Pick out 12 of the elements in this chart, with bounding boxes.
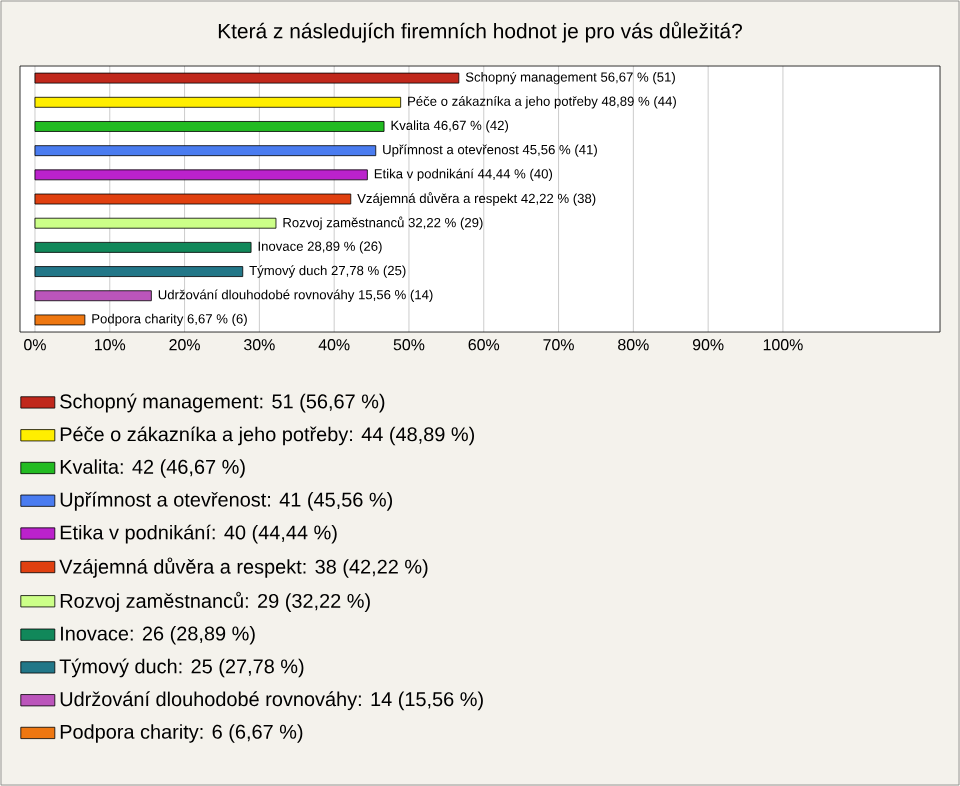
legend-label: Kvalita: 42 (46,67 %) bbox=[60, 459, 245, 478]
legend-label: Péče o zákazníka a jeho potřeby: 44 (48,89 %) bbox=[60, 426, 475, 446]
legend-label: Schopný management: 51 (56,67 %) bbox=[60, 393, 385, 413]
legend-label: Etika v podnikání: 40 (44,44 %) bbox=[60, 524, 337, 544]
legend-label: Týmový duch: 25 (27,78 %) bbox=[59, 658, 304, 678]
legend-label: Udržování dlouhodobé rovnováhy: 14 (15,56 %) bbox=[60, 691, 483, 711]
legend-label: Rozvoj zaměstnanců: 29 (32,22 %) bbox=[60, 591, 370, 612]
legend-label: Upřímnost a otevřenost: 41 (45,56 %) bbox=[60, 491, 393, 511]
chart-title: Která z následujích firemních hodnot je pro vás důležitá? bbox=[218, 21, 742, 43]
legend-label: Vzájemná důvěra a respekt: 38 (42,22 %) bbox=[59, 557, 428, 578]
legend-label: Podpora charity: 6 (6,67 %) bbox=[60, 724, 303, 743]
legend-label: Inovace: 26 (28,89 %) bbox=[61, 625, 255, 645]
